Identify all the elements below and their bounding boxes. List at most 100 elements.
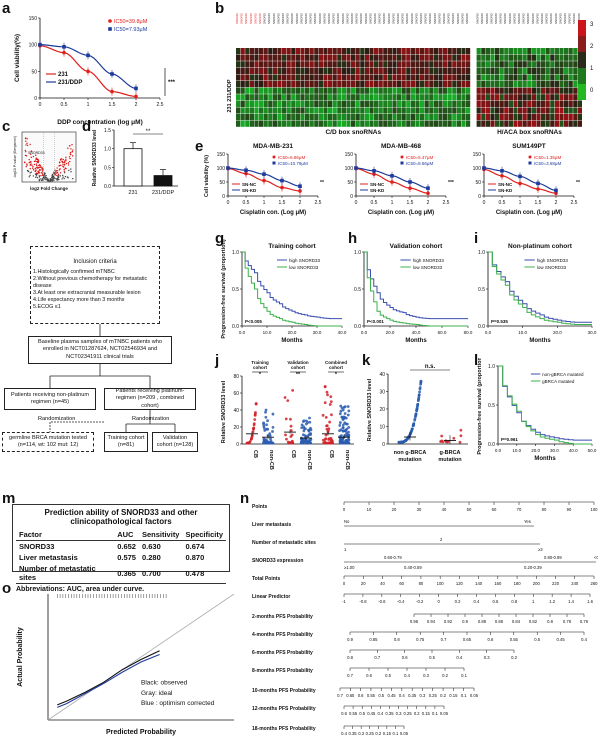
heatmap-cell	[415, 54, 420, 61]
x-axis-label: Months	[534, 456, 556, 462]
criterion-4: 4.Life expectancy more than 3 months	[33, 296, 125, 303]
y-tick-label: 100	[345, 166, 354, 172]
heatmap-cell	[397, 74, 402, 81]
data-point	[226, 166, 230, 170]
volcano-point	[24, 161, 26, 164]
y-tick-label: 40	[379, 372, 385, 378]
heatmap-cell	[499, 107, 504, 114]
data-point	[300, 423, 304, 427]
heatmap-cell	[272, 67, 277, 74]
heatmap-cell	[378, 107, 383, 114]
heatmap-cell	[438, 114, 443, 121]
legend-marker	[528, 161, 532, 165]
heatmap-cell	[452, 87, 457, 94]
heatmap-cell	[351, 87, 356, 94]
heatmap-cell	[545, 54, 550, 61]
heatmap-cell	[495, 120, 500, 127]
heatmap-cell	[452, 61, 457, 68]
heatmap-cell	[282, 120, 287, 127]
x-tick-label: CB	[252, 450, 258, 458]
heatmap-cell	[341, 67, 346, 74]
volcano-point	[56, 170, 59, 172]
heatmap-cell	[527, 120, 532, 127]
heatmap-cell	[245, 107, 250, 114]
column-label: SNORD	[378, 12, 382, 24]
heatmap-cell	[369, 54, 374, 61]
column-label: SNORD	[318, 12, 322, 24]
chart-title: MDA-MB-231	[253, 143, 293, 150]
heatmap-cell	[355, 54, 360, 61]
heatmap-cell	[240, 61, 245, 68]
volcano-point	[62, 166, 65, 168]
data-point	[298, 189, 302, 193]
brca-box: germline BRCA mutation tested (n=114, wt…	[2, 432, 94, 452]
heatmap-cell	[305, 114, 310, 121]
column-label: SNORD	[558, 12, 562, 24]
data-point	[339, 404, 343, 408]
x-tick-label: CB	[328, 450, 334, 458]
heatmap-cell	[240, 74, 245, 81]
data-point	[303, 439, 307, 443]
legend-label: SN-NC	[498, 182, 513, 187]
prediction-table: Factor AUC Sensitivity Specificity SNORD…	[16, 529, 226, 584]
criterion-1: 1.Histologically confirmed mTNBC	[33, 268, 115, 275]
volcano-point	[34, 176, 37, 178]
volcano-point	[47, 179, 49, 182]
heatmap-cell	[406, 107, 411, 114]
heatmap-cell	[401, 94, 406, 101]
panel-label-a: a	[2, 0, 11, 17]
heatmap-cell	[295, 67, 300, 74]
pfs2-tick: 0.9	[462, 619, 468, 624]
heatmap-cell	[573, 74, 578, 81]
heatmap-cell	[245, 114, 250, 121]
cohort-header: Training	[251, 360, 269, 365]
heatmap-cell	[490, 74, 495, 81]
heatmap-cell	[295, 94, 300, 101]
data-point	[266, 427, 270, 431]
scale-swatch	[578, 68, 586, 84]
heatmap-cell	[249, 87, 254, 94]
heatmap-cell	[554, 74, 559, 81]
data-point	[354, 166, 358, 170]
heatmap-cell	[355, 87, 360, 94]
heatmap-cell	[291, 81, 296, 88]
pfs12-tick: 0.25	[404, 711, 413, 716]
data-point	[417, 397, 421, 400]
heatmap-cell	[378, 54, 383, 61]
heatmap-cell	[401, 48, 406, 55]
heatmap-cell	[429, 107, 434, 114]
data-point	[390, 174, 394, 178]
heatmap-cell	[268, 114, 273, 121]
heatmap-cell	[282, 74, 287, 81]
heatmap-cell	[369, 74, 374, 81]
table-cell: Number of metastatic sites	[19, 564, 96, 582]
y-axis-label: Actual Probability	[17, 627, 24, 687]
volcano-point	[30, 171, 33, 173]
heatmap-cell	[545, 94, 550, 101]
heatmap-cell	[499, 100, 504, 107]
heatmap-cell	[410, 114, 415, 121]
heatmap-cell	[397, 67, 402, 74]
heatmap-cell	[452, 114, 457, 121]
heatmap-cell	[522, 107, 527, 114]
x-tick-label: 0.5	[243, 200, 250, 206]
data-point	[262, 421, 265, 425]
column-label: SNORD	[410, 12, 414, 24]
y-tick-label: 100	[217, 166, 226, 172]
panel-label-k: k	[362, 352, 371, 369]
volcano-point	[26, 142, 28, 145]
heatmap-cell	[522, 120, 527, 127]
x-tick-label: 50.0	[588, 448, 597, 453]
column-label: SNORD	[235, 12, 239, 24]
scale-swatch	[578, 36, 586, 52]
heatmap-cell	[268, 54, 273, 61]
heatmap-cell	[550, 94, 555, 101]
heatmap-cell	[268, 107, 273, 114]
heatmap-cell	[277, 81, 282, 88]
volcano-point	[25, 165, 27, 168]
scale-swatch	[578, 20, 586, 36]
legend-label: high SNORD33	[537, 258, 569, 263]
column-label: SNORD	[494, 12, 498, 24]
data-point	[262, 441, 265, 445]
snord-tick: 0.40-0.59	[404, 565, 422, 570]
